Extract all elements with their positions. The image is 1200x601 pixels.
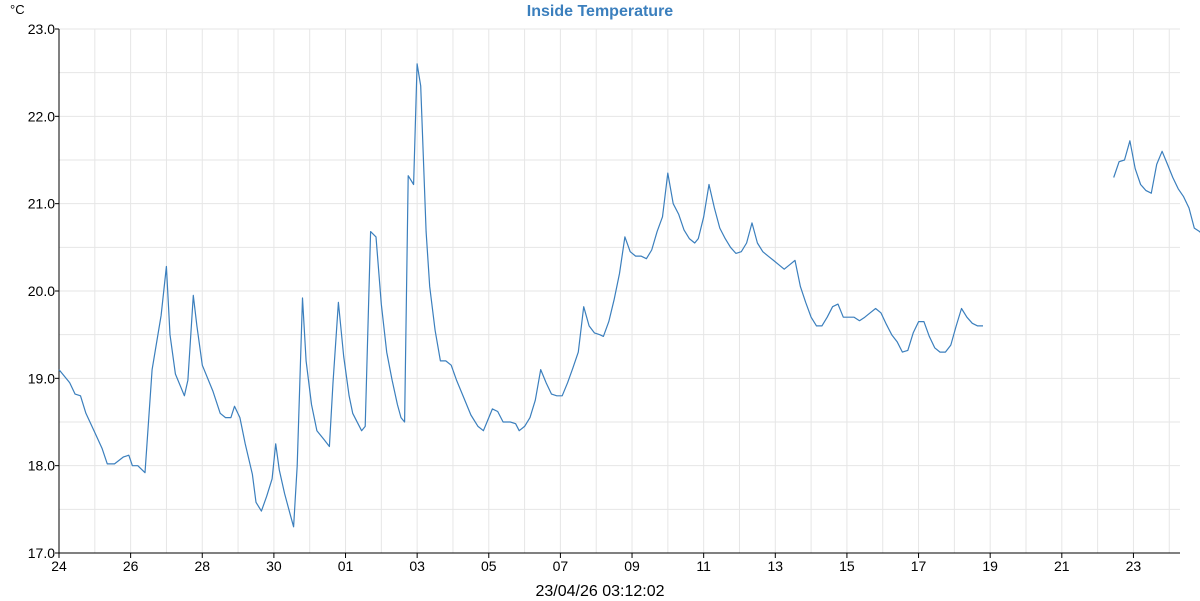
timestamp-label: 23/04/26 03:12:02 — [535, 583, 665, 600]
x-tick-label: 26 — [123, 558, 139, 574]
x-tick-label: 19 — [982, 558, 998, 574]
x-tick-label: 01 — [338, 558, 354, 574]
y-tick-label: 18.0 — [28, 458, 55, 474]
y-tick-label: 19.0 — [28, 370, 55, 386]
x-tick-label: 13 — [768, 558, 784, 574]
x-tick-label: 15 — [839, 558, 855, 574]
x-tick-label: 03 — [409, 558, 425, 574]
y-tick-label: 23.0 — [28, 21, 55, 37]
series-line — [1113, 140, 1200, 233]
x-tick-label: 21 — [1054, 558, 1070, 574]
grid-layer — [58, 28, 1180, 554]
y-tick-label: 22.0 — [28, 108, 55, 124]
x-tick-label: 07 — [553, 558, 569, 574]
x-tick-label: 30 — [266, 558, 282, 574]
x-tick-label: 24 — [51, 558, 67, 574]
y-tick-label: 20.0 — [28, 283, 55, 299]
chart-title: Inside Temperature — [526, 3, 674, 20]
y-tick-label: 17.0 — [28, 545, 55, 561]
axis-layer: 17.0 18.0 19.0 20.0 21.0 22.0 23.0 24 26 28 30 01 03… — [28, 21, 1180, 574]
x-tick-label: 28 — [194, 558, 210, 574]
y-axis-unit-label: °C — [10, 2, 25, 17]
y-tick-label: 21.0 — [28, 196, 55, 212]
x-tick-label: 23 — [1126, 558, 1142, 574]
x-tick-label: 09 — [624, 558, 640, 574]
series-line — [58, 63, 983, 528]
x-tick-label: 17 — [911, 558, 927, 574]
series-line-layer — [58, 63, 1200, 528]
x-tick-label: 11 — [696, 558, 711, 574]
x-tick-label: 05 — [481, 558, 497, 574]
